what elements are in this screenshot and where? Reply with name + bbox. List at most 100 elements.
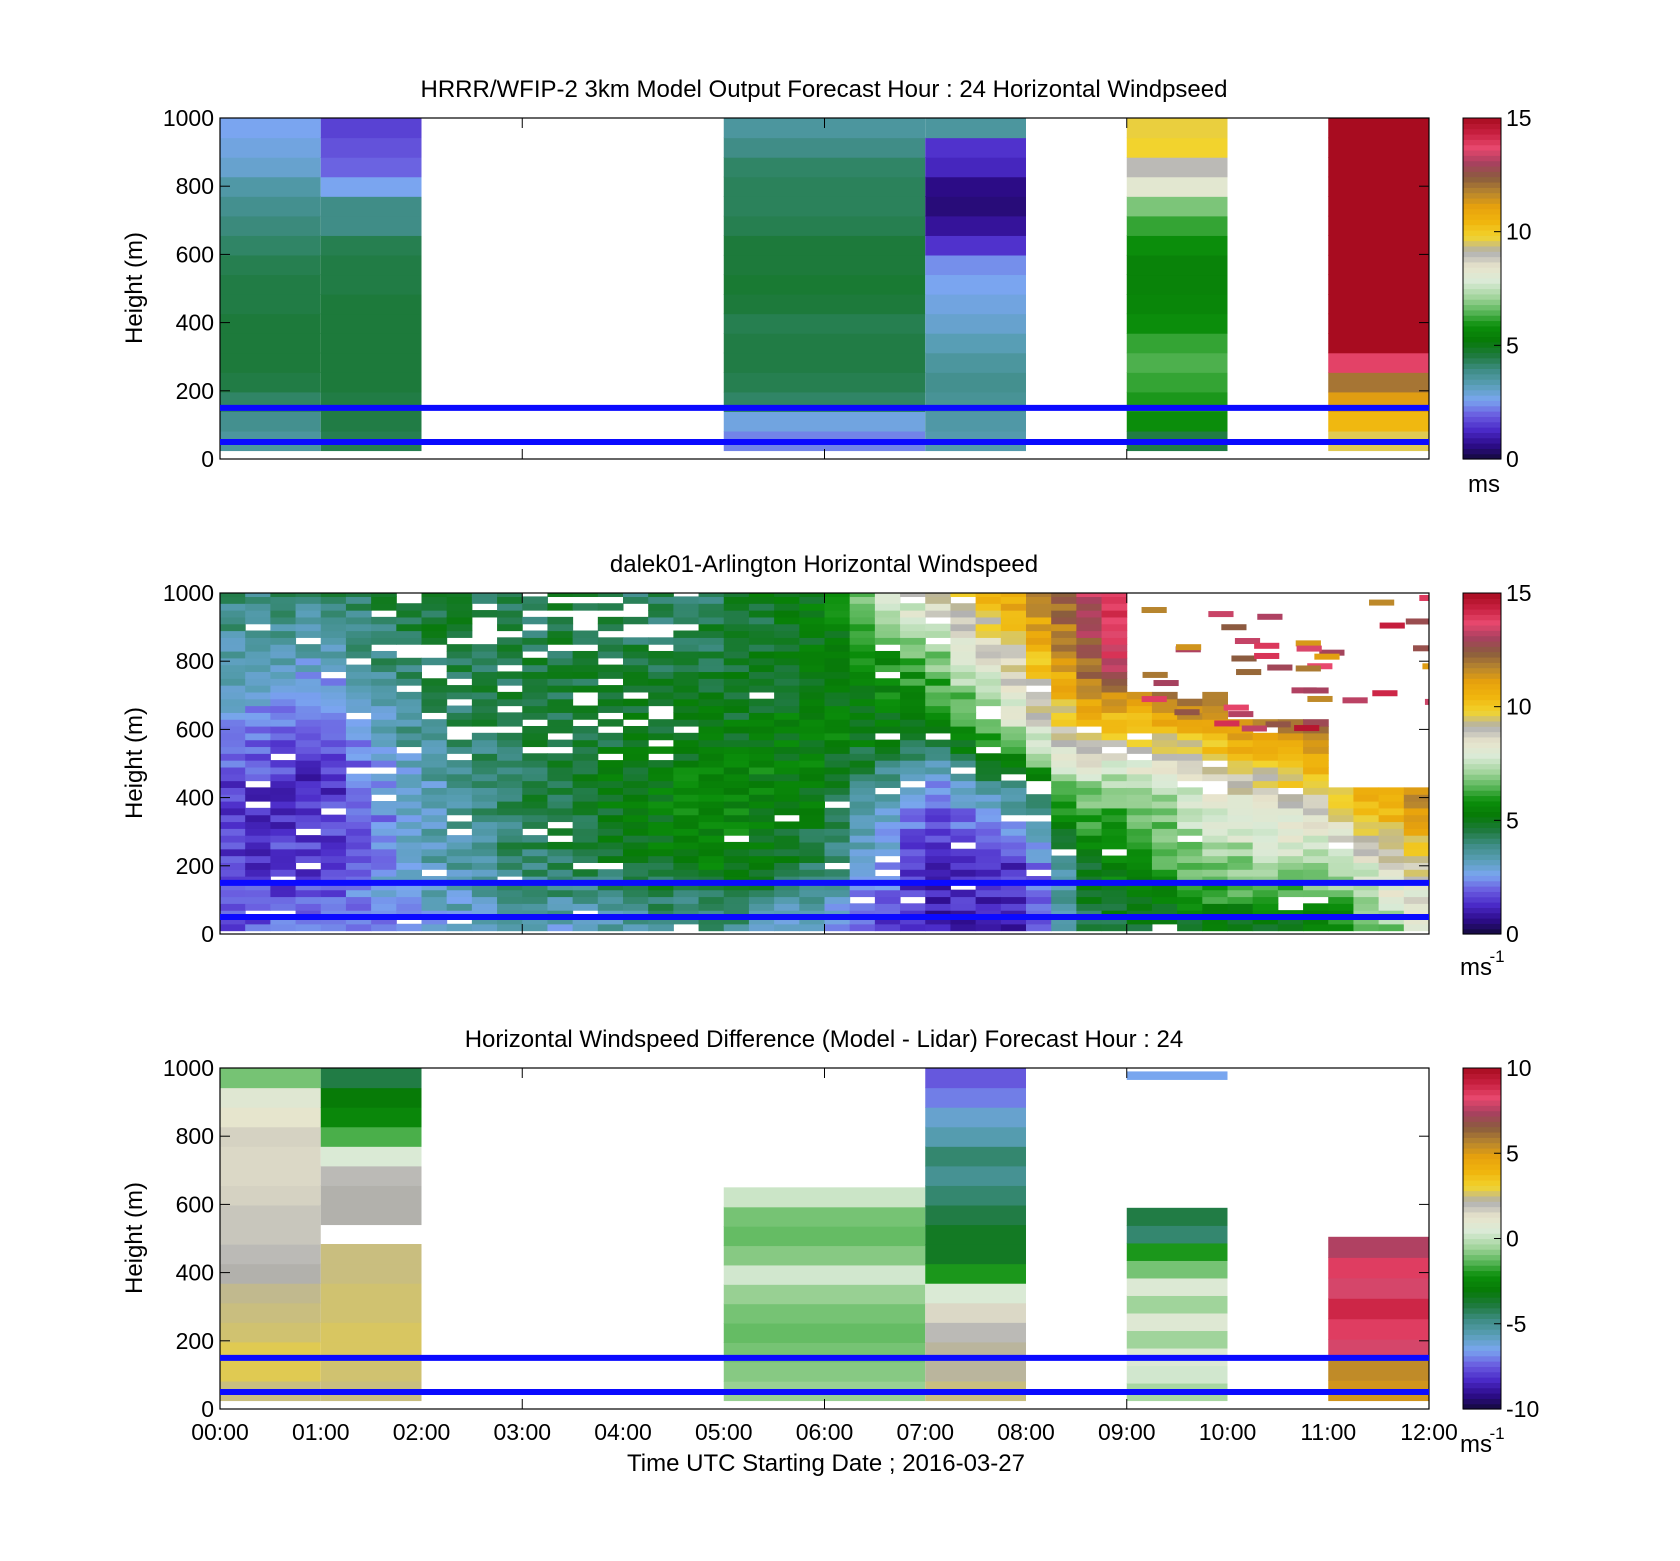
lidar-cell	[1101, 616, 1128, 625]
colorbar-band	[1463, 886, 1501, 892]
lidar-cell	[371, 923, 397, 932]
lidar-cell	[1277, 766, 1304, 775]
lidar-cell	[774, 732, 800, 741]
lidar-cell	[874, 760, 901, 768]
lidar-cell	[1277, 780, 1304, 788]
lidar-cell	[673, 876, 700, 884]
lidar-cell	[245, 610, 271, 618]
panel0-cell-col1-row14	[320, 157, 422, 178]
lidar-cell	[497, 896, 523, 904]
lidar-cell	[1051, 889, 1077, 898]
lidar-cell	[1000, 807, 1027, 816]
colorbar-tick-label: 10	[1506, 219, 1532, 245]
lidar-cell	[824, 593, 851, 598]
lidar-cell	[950, 848, 977, 857]
lidar-cell	[371, 664, 397, 673]
colorbar-band	[1463, 251, 1501, 258]
lidar-cell	[371, 685, 397, 693]
lidar-cell	[950, 787, 977, 795]
lidar-cell	[497, 889, 523, 898]
lidar-cell	[723, 596, 750, 604]
lidar-cell	[623, 801, 649, 809]
panel0-cell-col4-row16	[1126, 118, 1228, 139]
lidar-cell	[1353, 896, 1380, 904]
lidar-cell	[673, 732, 700, 741]
colorbar-band	[1463, 213, 1501, 220]
lidar-cell	[799, 691, 825, 700]
lidar-cell	[245, 862, 271, 870]
lidar-cell	[874, 637, 901, 645]
lidar-cell	[874, 889, 901, 898]
lidar-cell	[1000, 828, 1027, 836]
lidar-cell	[1177, 821, 1203, 829]
lidar-cell	[748, 705, 775, 713]
lidar-cell	[371, 746, 397, 754]
x-tick-label: 06:00	[796, 1419, 854, 1445]
lidar-cell	[1227, 801, 1254, 809]
lidar-cell	[1051, 671, 1077, 679]
panel2-cell-col0-row12	[220, 1146, 321, 1167]
lidar-cell	[1101, 685, 1128, 693]
lidar-cell	[320, 903, 347, 911]
lidar-cell	[270, 760, 297, 768]
lidar-cell	[1000, 705, 1027, 713]
lidar-cell	[1177, 760, 1203, 768]
lidar-cell	[245, 821, 271, 829]
colorbar-band	[1463, 1339, 1501, 1346]
lidar-cell	[1076, 903, 1103, 911]
lidar-cell	[774, 848, 800, 857]
lidar-cell	[748, 732, 775, 741]
lidar-cell	[874, 821, 901, 829]
lidar-cell	[1076, 835, 1103, 843]
lidar-cell	[1277, 753, 1304, 761]
lidar-cell	[975, 807, 1002, 816]
lidar-cell	[874, 753, 901, 761]
lidar-cell	[1353, 794, 1380, 802]
lidar-cell	[1076, 705, 1103, 713]
panel2-cell-col3-row11	[925, 1165, 1026, 1186]
lidar-cell	[748, 685, 775, 693]
lidar-cell	[1101, 923, 1128, 932]
lidar-cell	[421, 773, 448, 782]
lidar-cell	[1202, 882, 1228, 891]
lidar-cell	[396, 862, 422, 870]
lidar-cell	[1000, 794, 1027, 802]
lidar-cell	[1227, 916, 1254, 925]
lidar-cell	[572, 753, 599, 761]
lidar-sparse-return	[1265, 721, 1291, 728]
lidar-cell	[1126, 923, 1153, 932]
lidar-cell	[345, 807, 372, 816]
lidar-cell	[849, 828, 876, 836]
lidar-cell	[1151, 910, 1178, 918]
lidar-cell	[723, 698, 750, 707]
lidar-cell	[723, 664, 750, 673]
lidar-cell	[698, 596, 725, 604]
lidar-cell	[396, 678, 422, 686]
lidar-cell	[799, 685, 825, 693]
lidar-cell	[497, 719, 523, 727]
lidar-cell	[900, 923, 926, 932]
lidar-cell	[1026, 739, 1052, 748]
lidar-cell	[1177, 903, 1203, 911]
lidar-cell	[1076, 596, 1103, 604]
lidar-cell	[421, 780, 448, 788]
lidar-cell	[723, 821, 750, 829]
lidar-cell	[320, 794, 347, 802]
lidar-cell	[547, 664, 574, 673]
lidar-cell	[723, 787, 750, 795]
lidar-cell	[673, 889, 700, 898]
lidar-cell	[522, 671, 548, 679]
lidar-cell	[471, 760, 498, 768]
lidar-cell	[1252, 841, 1279, 850]
lidar-cell	[1101, 882, 1128, 891]
lidar-cell	[774, 603, 800, 611]
lidar-cell	[673, 650, 700, 659]
panel0-cell-col4-row5	[1126, 333, 1228, 354]
lidar-cell	[1151, 794, 1178, 802]
panel0-cell-col2-row6	[723, 313, 926, 334]
lidar-cell	[900, 732, 926, 741]
lidar-cell	[1227, 889, 1254, 898]
lidar-cell	[345, 787, 372, 795]
lidar-cell	[799, 855, 825, 863]
lidar-cell	[1303, 719, 1329, 727]
